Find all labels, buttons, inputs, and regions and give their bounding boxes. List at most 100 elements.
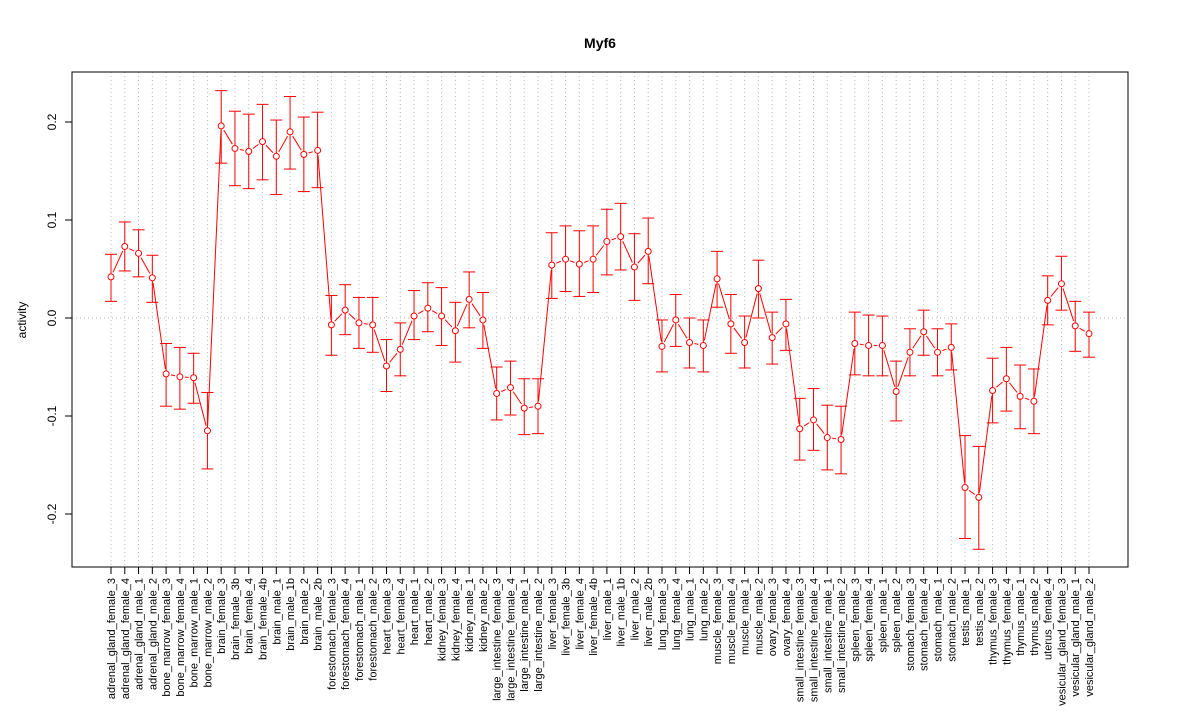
x-tick-label: stomach_female_3	[905, 578, 917, 671]
series-segment	[926, 336, 934, 348]
data-point	[563, 256, 569, 262]
series-segment	[1025, 398, 1029, 400]
y-tick-label: -0.1	[45, 405, 59, 426]
series-segment	[734, 328, 742, 339]
series-segment	[556, 261, 561, 263]
data-point	[507, 385, 513, 391]
x-tick-label: brain_female_3	[216, 578, 228, 654]
data-point	[852, 340, 858, 346]
x-tick-label: adrenal_gland_male_2	[147, 578, 159, 690]
x-tick-label: stomach_male_2	[946, 578, 958, 662]
data-point	[1072, 323, 1078, 329]
series-segment	[832, 438, 836, 439]
series-segment	[402, 321, 412, 345]
x-tick-label: thymus_male_2	[1029, 578, 1041, 656]
data-point	[673, 317, 679, 323]
data-point	[576, 261, 582, 267]
data-point	[397, 346, 403, 352]
x-tick-label: brain_male_2	[299, 578, 311, 645]
x-tick-label: large_intestine_female_3	[492, 578, 504, 701]
x-tick-label: large_intestine_male_2	[533, 578, 545, 692]
data-point	[700, 342, 706, 348]
x-tick-label: vesicular_gland_male_1	[1070, 578, 1082, 697]
series-segment	[432, 311, 437, 314]
data-point	[921, 329, 927, 335]
data-point	[122, 243, 128, 249]
x-tick-label: liver_female_4b	[588, 578, 600, 656]
y-tick-label: 0.1	[45, 211, 59, 228]
data-point	[466, 296, 472, 302]
data-point	[328, 322, 334, 328]
x-tick-label: testis_male_1	[960, 578, 972, 646]
series-segment	[913, 336, 921, 348]
series-segment	[364, 324, 368, 325]
x-tick-label: heart_female_4	[395, 578, 407, 654]
x-tick-label: forestomach_male_1	[354, 578, 366, 681]
x-tick-label: liver_male_2b	[643, 578, 655, 646]
x-tick-label: muscle_male_2	[753, 578, 765, 655]
x-tick-label: lung_male_1	[685, 578, 697, 641]
data-point	[218, 123, 224, 129]
data-point	[287, 129, 293, 135]
series-segment	[638, 255, 645, 263]
series-segment	[538, 270, 551, 401]
series-segment	[293, 136, 302, 150]
series	[105, 91, 1095, 550]
series-segment	[224, 130, 233, 144]
data-point	[439, 313, 445, 319]
x-tick-label: brain_male_2b	[313, 578, 325, 651]
series-segment	[513, 392, 521, 404]
data-point	[907, 349, 913, 355]
y-tick-label: 0.2	[45, 113, 59, 130]
series-segment	[208, 131, 221, 426]
data-point	[521, 405, 527, 411]
x-tick-label: vesicular_gland_female_3	[1056, 578, 1068, 706]
x-tick-label: muscle_male_1	[740, 578, 752, 655]
data-point	[549, 262, 555, 268]
x-tick-label: small_intestine_male_2	[836, 578, 848, 693]
x-tick-label: kidney_male_2	[478, 578, 490, 652]
data-point	[1003, 376, 1009, 382]
series-segment	[996, 382, 1002, 387]
data-point	[714, 276, 720, 282]
series-segment	[884, 350, 895, 386]
x-tick-label: brain_male_1	[271, 578, 283, 645]
data-point	[535, 403, 541, 409]
x-tick-label: kidney_male_1	[464, 578, 476, 652]
series-segment	[240, 150, 244, 151]
data-point	[645, 248, 651, 254]
data-point	[301, 151, 307, 157]
x-tick-label: kidney_female_4	[450, 578, 462, 661]
series-segment	[484, 325, 496, 389]
x-tick-label: stomach_male_1	[932, 578, 944, 662]
data-point	[604, 239, 610, 245]
x-tick-label: muscle_female_4	[726, 578, 738, 664]
x-tick-label: small_intestine_female_4	[809, 578, 821, 702]
series-segment	[719, 284, 730, 320]
x-tick-label: vesicular_gland_male_2	[1084, 578, 1096, 697]
series-segment	[704, 284, 716, 341]
data-point	[755, 286, 761, 292]
series-segment	[952, 352, 965, 482]
series-segment	[969, 490, 975, 494]
series-segment	[457, 304, 467, 326]
x-tick-label: liver_female_3b	[561, 578, 573, 656]
y-axis-label: activity	[15, 302, 29, 339]
series-segment	[678, 324, 687, 338]
data-point	[879, 342, 885, 348]
data-point	[315, 147, 321, 153]
series-segment	[584, 261, 588, 263]
series-segment	[501, 390, 506, 392]
data-point	[246, 148, 252, 154]
data-point	[452, 328, 458, 334]
x-tick-label: liver_male_1	[602, 578, 614, 640]
x-tick-label: liver_male_1b	[616, 578, 628, 646]
data-point	[769, 335, 775, 341]
data-point	[618, 234, 624, 240]
x-tick-label: heart_male_2	[423, 578, 435, 645]
data-point	[163, 371, 169, 377]
data-point	[934, 349, 940, 355]
x-tick-label: thymus_female_4	[1001, 578, 1013, 665]
x-tick-label: small_intestine_male_1	[822, 578, 834, 693]
